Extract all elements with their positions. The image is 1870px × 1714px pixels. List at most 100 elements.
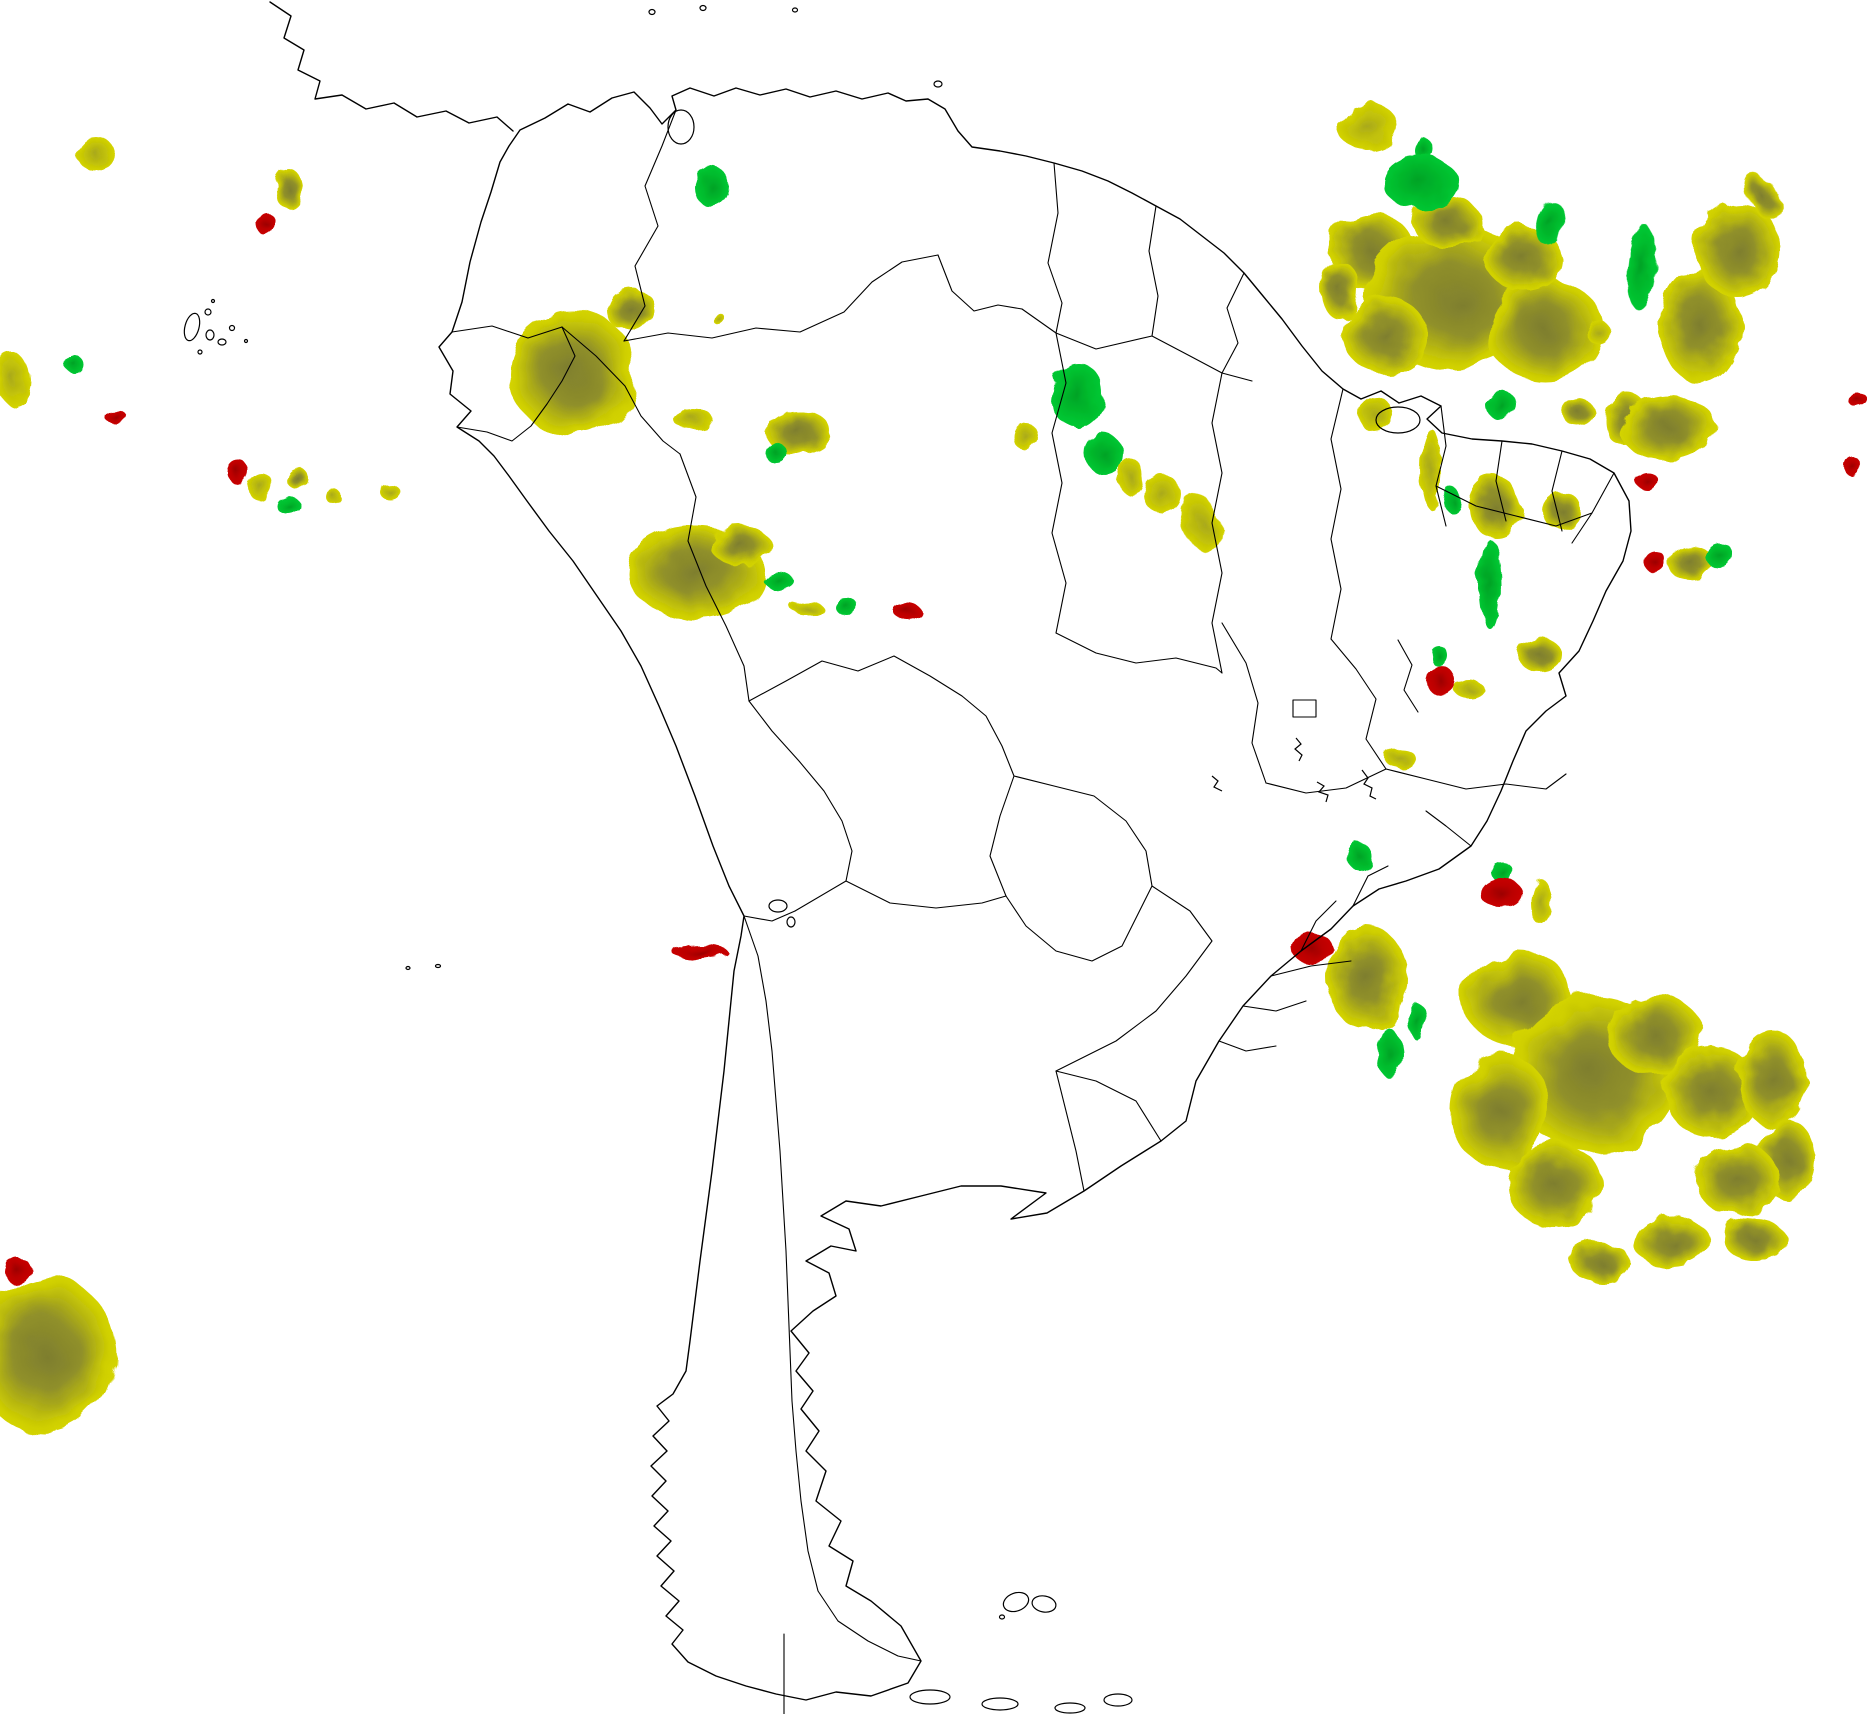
state-border-mt-go <box>1055 632 1223 674</box>
border-colombia-venezuela <box>623 109 677 342</box>
border-ecuador-peru <box>456 326 576 442</box>
storm-cell-yellow-large-cluster <box>1634 1216 1710 1268</box>
falkland-islands <box>998 1591 1057 1620</box>
storm-cell-green-cluster <box>1051 362 1103 428</box>
storm-cell-green-cluster <box>1491 862 1513 882</box>
storm-cell-yellow-small-cluster <box>1180 493 1222 553</box>
storm-cell-green-cluster <box>1443 488 1461 512</box>
state-border-mg-ba-2 <box>1397 639 1419 713</box>
border-peru-bolivia <box>748 700 853 912</box>
storm-cell-yellow-large-cluster <box>1607 995 1703 1075</box>
border-chile-bolivia <box>743 910 796 922</box>
country-borders <box>451 109 1253 1714</box>
storm-cell-yellow-large-cluster <box>1667 544 1713 580</box>
storm-cell-yellow-small-cluster <box>713 313 725 325</box>
border-bolivia-brazil <box>748 655 1015 777</box>
storm-cell-green-cluster <box>1431 647 1449 667</box>
state-border-to-go <box>1221 622 1267 784</box>
storm-cell-green-cluster <box>1347 842 1371 870</box>
storm-cell-yellow-large-cluster <box>1469 477 1521 537</box>
storm-cell-yellow-small-cluster <box>0 355 31 405</box>
lakes-and-reservoirs <box>667 109 1377 928</box>
storm-cell-green-cluster <box>1377 1030 1403 1078</box>
border-brazil-north <box>1021 308 1253 382</box>
border-paraguay-west <box>989 775 1015 897</box>
state-borders <box>1051 332 1615 1052</box>
storm-cell-green-cluster <box>835 599 859 615</box>
storm-cell-yellow-large-cluster <box>1620 394 1716 462</box>
reservoir-scribble-3 <box>1316 781 1329 803</box>
state-border-ma-pi <box>1330 388 1344 640</box>
storm-cell-red-cluster <box>1845 457 1861 477</box>
state-border-ne-3 <box>1551 450 1563 532</box>
storm-cell-yellow-large-cluster <box>766 411 832 455</box>
storm-cell-green-cluster <box>694 167 730 207</box>
storm-cell-yellow-large-cluster <box>0 1275 115 1435</box>
storm-cell-red-cluster <box>226 459 248 483</box>
state-border-sc-pr <box>1218 1040 1277 1052</box>
lake-maracaibo <box>667 109 695 145</box>
storm-cell-yellow-small-cluster <box>791 601 823 615</box>
state-border-ne-1 <box>1435 405 1447 527</box>
storm-cell-yellow-large-cluster <box>1487 278 1603 382</box>
storm-cell-yellow-large-cluster <box>509 311 637 435</box>
reservoir-scribble-2 <box>1294 737 1303 762</box>
storm-cell-green-cluster <box>277 497 301 515</box>
storm-cell-yellow-small-cluster <box>1586 320 1610 344</box>
storm-cell-yellow-small-cluster <box>1359 397 1393 433</box>
storm-cell-red-cluster <box>257 212 275 236</box>
state-border-df <box>1292 699 1317 718</box>
storm-cell-green-cluster <box>1383 155 1457 209</box>
islands <box>183 4 1421 1714</box>
state-border-go-mg <box>1265 768 1387 794</box>
storm-cell-green-cluster <box>1486 392 1518 420</box>
border-paraguay-argentina <box>1005 885 1153 962</box>
state-border-ba-west <box>1330 638 1387 770</box>
storm-cell-red-cluster <box>1636 472 1658 490</box>
storm-cell-yellow-small-cluster <box>1419 428 1441 508</box>
storm-cell-green-cluster <box>1481 540 1501 630</box>
storm-cell-green-cluster <box>65 355 83 373</box>
border-brazil-argentina <box>1055 885 1213 1072</box>
coastline-central-america <box>269 1 514 132</box>
storm-cell-red-cluster <box>672 945 728 959</box>
storm-cell-yellow-large-cluster <box>1343 297 1427 373</box>
storm-cell-yellow-small-cluster <box>380 484 400 500</box>
state-border-sp-mg <box>1270 960 1352 977</box>
storm-cell-yellow-small-cluster <box>1530 879 1552 925</box>
map-outline-layer <box>183 1 1632 1714</box>
galapagos-islands <box>183 298 249 355</box>
storm-cell-yellow-large-cluster <box>1725 1218 1785 1262</box>
storm-cell-yellow-small-cluster <box>672 408 712 428</box>
storm-cell-yellow-large-cluster <box>1738 1030 1806 1126</box>
storm-cell-red-cluster <box>894 604 922 620</box>
border-guyana-west <box>937 254 1023 312</box>
reservoir-scribble-1 <box>1361 769 1377 800</box>
storm-cell-red-cluster <box>1480 878 1522 908</box>
storm-cell-green-cluster <box>1627 226 1657 310</box>
storm-cell-green-cluster <box>1705 542 1733 568</box>
storm-cell-yellow-small-cluster <box>1014 423 1038 451</box>
state-border-sp-rj <box>1300 900 1337 952</box>
storm-cell-yellow-large-cluster <box>1322 260 1358 320</box>
border-colombia-peru <box>561 326 681 455</box>
state-border-am-pa <box>1051 332 1067 634</box>
storm-cell-yellow-large-cluster <box>1327 926 1407 1030</box>
storm-cell-yellow-small-cluster <box>1117 458 1143 494</box>
border-paraguay-brazil <box>1013 775 1153 887</box>
border-argentina-chile <box>743 915 922 1662</box>
storm-cell-red-cluster <box>1644 551 1666 573</box>
storm-cell-yellow-small-cluster <box>77 137 115 171</box>
border-venezuela-brazil <box>623 254 939 342</box>
storm-cell-green-cluster <box>765 443 787 463</box>
state-border-ne-5 <box>1435 485 1593 527</box>
storm-cells-layer <box>0 103 1867 1435</box>
storm-cell-yellow-small-cluster <box>248 473 274 501</box>
storm-cell-yellow-large-cluster <box>1518 638 1562 672</box>
storm-cell-green-cluster <box>1535 200 1565 246</box>
state-border-ne-2 <box>1495 440 1507 522</box>
state-border-pr-sp <box>1242 1000 1307 1012</box>
storm-cell-yellow-large-cluster <box>1450 1052 1550 1168</box>
state-border-rj-mg <box>1352 865 1389 907</box>
